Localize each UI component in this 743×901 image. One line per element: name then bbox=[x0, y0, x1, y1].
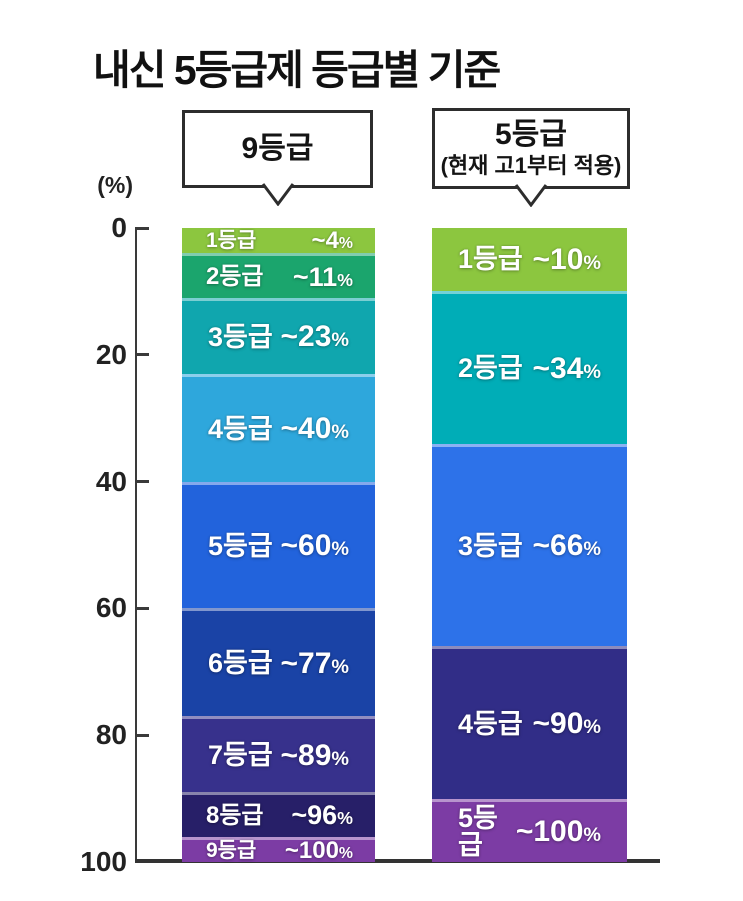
segment-grade-label: 5등급 bbox=[208, 530, 273, 561]
y-tick-label-0: 0 bbox=[111, 212, 127, 243]
segment-percent-unit: % bbox=[331, 655, 349, 678]
segment-percent-value: ~11% bbox=[292, 261, 353, 292]
segment-percent-unit: % bbox=[331, 747, 349, 770]
segment-percent-unit: % bbox=[331, 329, 349, 352]
segment-grade-label: 2등급 bbox=[458, 353, 523, 384]
segment-percent-value: ~23% bbox=[280, 320, 349, 354]
y-tick-mark-0 bbox=[135, 226, 149, 230]
bar-segment-9등급-9등급: 9등급 ~100% bbox=[182, 836, 375, 864]
bar-segment-9등급-2등급: 2등급 ~11% bbox=[182, 253, 375, 298]
segment-percent-unit: % bbox=[331, 538, 349, 561]
y-tick-mark-40 bbox=[135, 480, 149, 484]
callout-5-grade-note: (현재 고1부터 적용) bbox=[440, 152, 622, 178]
callout-5-grade-label: 5등급 bbox=[495, 118, 567, 152]
segment-percent-value: ~34% bbox=[532, 351, 601, 385]
segment-percent-value: ~60% bbox=[280, 529, 349, 563]
segment-percent-unit: % bbox=[337, 808, 353, 829]
y-tick-label-60: 60 bbox=[95, 592, 127, 624]
segment-percent-unit: % bbox=[338, 844, 353, 862]
segment-percent-unit: % bbox=[337, 269, 353, 290]
segment-grade-label: 1등급 bbox=[206, 229, 257, 253]
segment-percent-unit: % bbox=[331, 421, 349, 444]
x-axis-baseline bbox=[135, 859, 660, 863]
callout-pointer-icon bbox=[261, 183, 294, 206]
callout-5-grade-system: 5등급 (현재 고1부터 적용) bbox=[432, 108, 630, 207]
bar-segment-5등급-3등급: 3등급 ~66% bbox=[432, 443, 627, 647]
bar-segment-9등급-5등급: 5등급 ~60% bbox=[182, 481, 375, 609]
segment-percent-value: ~77% bbox=[280, 646, 349, 680]
segment-percent-unit: % bbox=[338, 234, 353, 252]
bar-segment-5등급-1등급: 1등급 ~10% bbox=[432, 228, 627, 292]
segment-grade-label: 3등급 bbox=[458, 530, 523, 561]
y-tick-mark-20 bbox=[135, 353, 149, 357]
segment-percent-unit: % bbox=[583, 360, 601, 383]
chart-title: 내신 5등급제 등급별 기준 bbox=[93, 47, 501, 93]
segment-grade-label: 4등급 bbox=[208, 413, 273, 444]
bar-segment-9등급-3등급: 3등급 ~23% bbox=[182, 297, 375, 374]
callout-pointer-icon bbox=[514, 184, 548, 207]
y-tick-label-40: 40 bbox=[95, 465, 127, 497]
y-tick-mark-60 bbox=[135, 606, 149, 610]
segment-percent-value: ~66% bbox=[532, 529, 601, 563]
segment-percent-unit: % bbox=[583, 823, 601, 846]
segment-grade-label: 1등급 bbox=[458, 244, 523, 275]
bar-segment-9등급-4등급: 4등급 ~40% bbox=[182, 373, 375, 482]
bar-segment-5등급-4등급: 4등급 ~90% bbox=[432, 646, 627, 799]
segment-percent-value: ~90% bbox=[532, 707, 601, 740]
y-tick-label-80: 80 bbox=[95, 719, 127, 751]
bar-segment-9등급-1등급: 1등급 ~4% bbox=[182, 226, 375, 254]
y-axis-line bbox=[135, 228, 137, 862]
bar-segment-5등급-2등급: 2등급 ~34% bbox=[432, 291, 627, 444]
segment-percent-value: ~40% bbox=[280, 412, 349, 446]
segment-grade-label: 2등급 bbox=[206, 263, 264, 291]
y-tick-label-20: 20 bbox=[95, 338, 127, 370]
callout-9-grade-label: 9등급 bbox=[241, 131, 314, 165]
bar-segment-9등급-8등급: 8등급 ~96% bbox=[182, 792, 375, 837]
segment-grade-label: 5등급 bbox=[458, 802, 498, 860]
callout-9-grade-system: 9등급 bbox=[182, 110, 373, 206]
segment-percent-value: ~100% bbox=[515, 814, 601, 848]
segment-grade-label: 8등급 bbox=[206, 801, 264, 829]
stacked-bar-9-grade: 1등급 ~4% 2등급 ~11% 3등급 ~23% 4등급 ~40% 5등급 ~60% 6등급 ~77… bbox=[182, 228, 375, 862]
segment-percent-value: ~100% bbox=[284, 836, 353, 864]
segment-percent-value: ~4% bbox=[311, 226, 353, 254]
y-axis-unit-label: (%) bbox=[97, 172, 133, 198]
y-tick-label-100: 100 bbox=[80, 846, 127, 877]
segment-percent-unit: % bbox=[583, 716, 601, 738]
segment-grade-label: 7등급 bbox=[208, 740, 273, 771]
segment-grade-label: 4등급 bbox=[458, 708, 523, 739]
segment-percent-value: ~96% bbox=[291, 800, 353, 831]
segment-percent-value: ~10% bbox=[532, 242, 601, 276]
bar-segment-9등급-6등급: 6등급 ~77% bbox=[182, 608, 375, 717]
segment-percent-unit: % bbox=[583, 251, 601, 274]
stacked-bar-5-grade: 1등급 ~10% 2등급 ~34% 3등급 ~66% 4등급 ~90% 5등급 ~100% bbox=[432, 228, 627, 862]
segment-percent-value: ~89% bbox=[280, 738, 349, 772]
bar-segment-9등급-7등급: 7등급 ~89% bbox=[182, 716, 375, 793]
y-tick-mark-80 bbox=[135, 733, 149, 737]
segment-grade-label: 6등급 bbox=[208, 648, 273, 679]
segment-grade-label: 9등급 bbox=[206, 839, 257, 863]
segment-grade-label: 3등급 bbox=[208, 321, 273, 352]
segment-percent-unit: % bbox=[583, 538, 601, 561]
bar-segment-5등급-5등급: 5등급 ~100% bbox=[432, 798, 627, 862]
